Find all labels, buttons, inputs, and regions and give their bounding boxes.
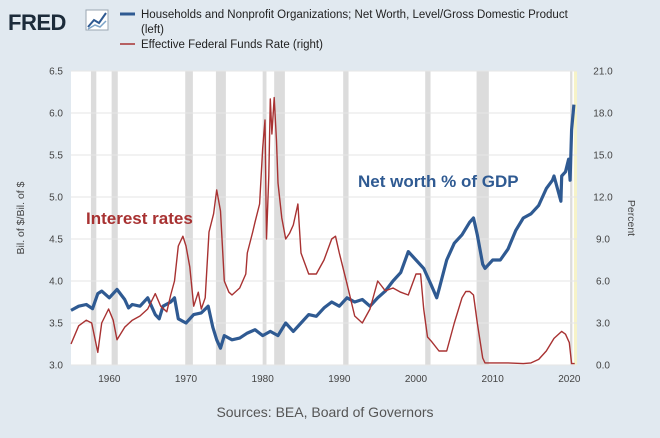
fred-logo[interactable]: FRED — [8, 9, 109, 35]
series-line-net-worth — [70, 104, 576, 350]
recession-band-6 — [343, 71, 349, 365]
legend-label-net-worth-suffix: (left) — [141, 24, 164, 36]
y-right-tick-label: 6.0 — [596, 277, 610, 288]
recession-band-0 — [90, 71, 97, 365]
y-axis-right-title: Percent — [625, 200, 637, 236]
series-lines — [70, 96, 576, 365]
y-left-tick-label: 6.5 — [49, 67, 63, 78]
x-tick-label: 2010 — [482, 374, 505, 385]
x-tick-label: 2020 — [558, 374, 581, 385]
y-right-tick-label: 9.0 — [596, 235, 610, 246]
x-tick-label: 2000 — [405, 374, 428, 385]
recession-band-1 — [111, 71, 118, 365]
legend-item-net-worth[interactable]: Households and Nonprofit Organizations; … — [120, 9, 569, 36]
tick-labels: 1960 1970 1980 1990 2000 2010 2020 3.0 3.5 4.0 4.5… — [49, 67, 613, 386]
gridlines — [71, 70, 577, 366]
x-tick-label: 1980 — [252, 374, 275, 385]
y-right-tick-label: 3.0 — [596, 319, 610, 330]
x-tick-label: 1990 — [328, 374, 351, 385]
annotation-interest-rates: Interest rates — [86, 209, 193, 228]
series-line-fed-funds — [70, 96, 575, 365]
y-right-tick-label: 21.0 — [593, 67, 613, 78]
recession-band-9 — [570, 71, 573, 365]
annotation-net-worth: Net worth % of GDP — [358, 172, 519, 191]
y-left-tick-label: 4.0 — [49, 277, 63, 288]
fred-logo-chart-icon — [85, 9, 109, 31]
y-right-tick-label: 12.0 — [593, 193, 613, 204]
legend-label-fed-funds: Effective Federal Funds Rate (right) — [141, 39, 323, 51]
y-left-tick-label: 5.0 — [49, 193, 63, 204]
recession-band-7 — [425, 71, 431, 365]
y-axis-left-title: Bil. of $/Bil. of $ — [15, 181, 27, 254]
recession-band-5 — [274, 71, 285, 365]
legend: Households and Nonprofit Organizations; … — [120, 9, 569, 51]
x-tick-label: 1960 — [98, 374, 121, 385]
fred-logo-text: FRED — [8, 10, 66, 35]
y-left-tick-label: 4.5 — [49, 235, 63, 246]
y-left-tick-label: 5.5 — [49, 151, 63, 162]
legend-item-fed-funds[interactable]: Effective Federal Funds Rate (right) — [120, 39, 323, 51]
y-right-tick-label: 15.0 — [593, 151, 613, 162]
recession-band-4 — [262, 71, 267, 365]
recession-band-2 — [185, 71, 193, 365]
source-note: Sources: BEA, Board of Governors — [216, 404, 433, 420]
recession-band-8 — [476, 71, 489, 365]
recent-period-highlight — [573, 71, 577, 365]
y-right-tick-label: 0.0 — [596, 361, 610, 372]
y-left-tick-label: 6.0 — [49, 109, 63, 120]
y-left-tick-label: 3.5 — [49, 319, 63, 330]
legend-label-net-worth: Households and Nonprofit Organizations; … — [141, 9, 569, 21]
y-right-tick-label: 18.0 — [593, 109, 613, 120]
x-tick-label: 1970 — [175, 374, 198, 385]
y-left-tick-label: 3.0 — [49, 361, 63, 372]
